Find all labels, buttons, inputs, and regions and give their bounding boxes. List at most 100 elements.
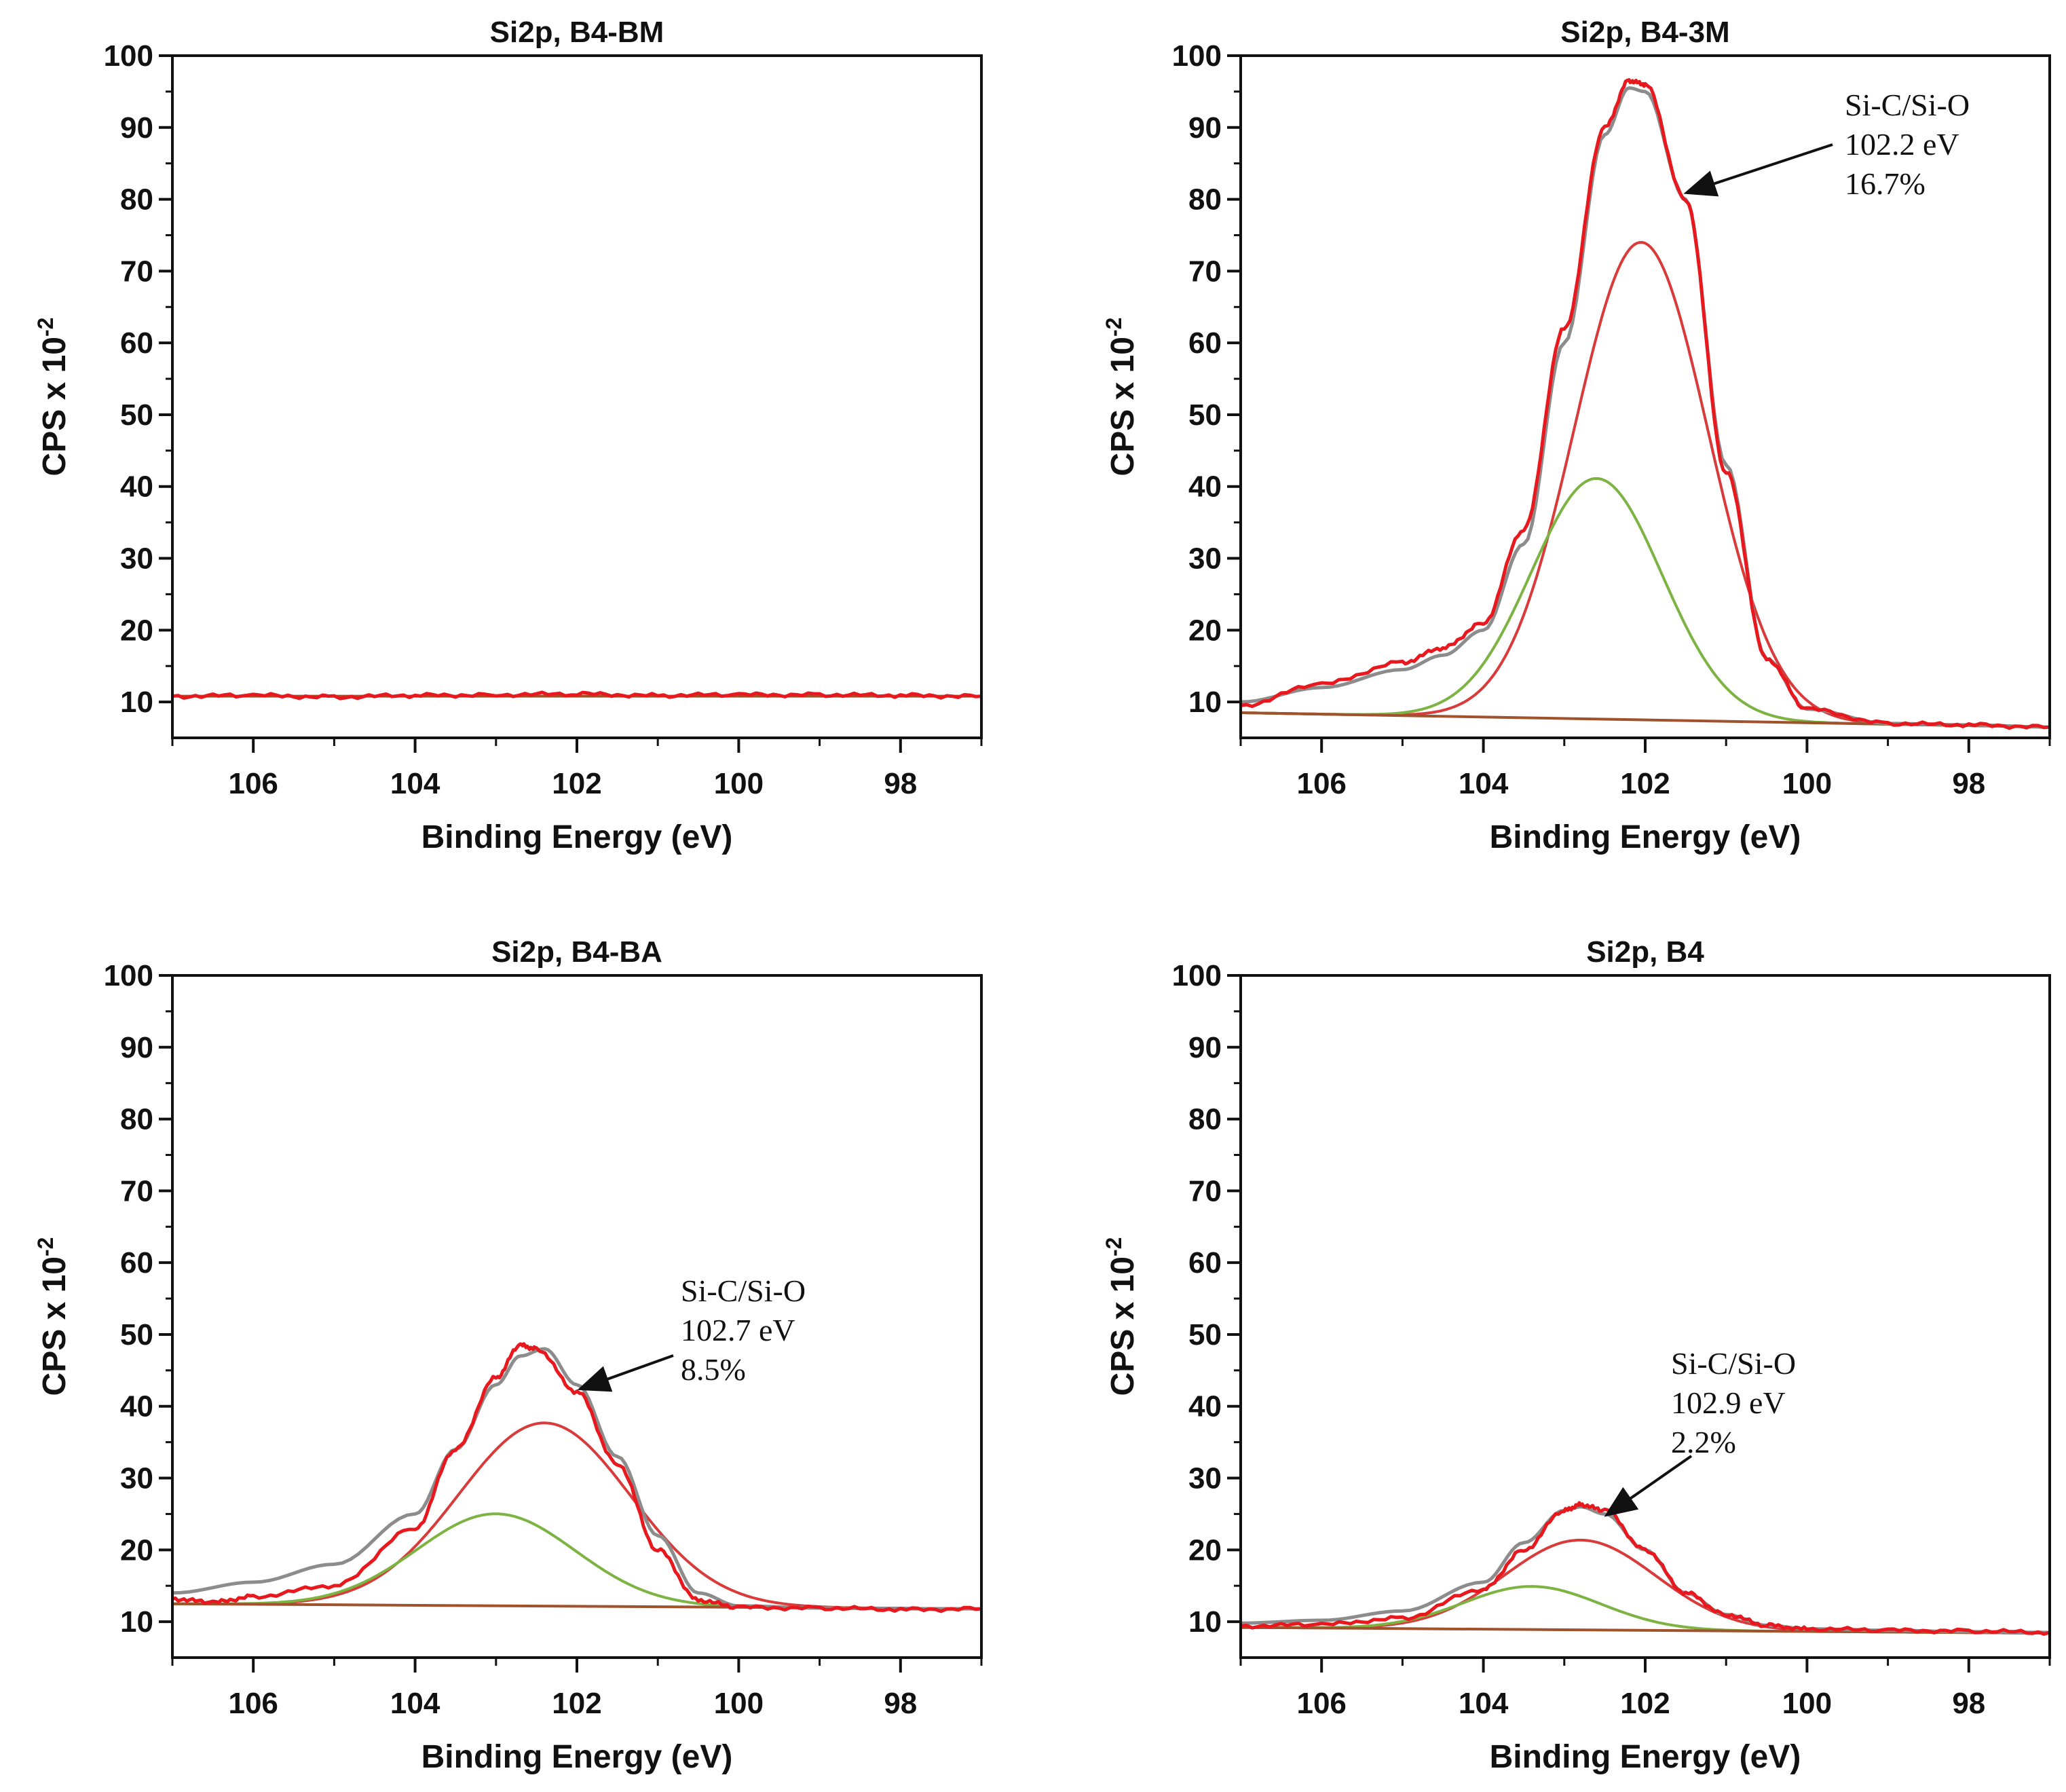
y-tick-label: 90: [1188, 111, 1222, 145]
y-tick-label: 10: [120, 686, 153, 719]
chart-title: Si2p, B4-BM: [490, 16, 664, 49]
y-axis-label-exponent: -2: [1102, 318, 1126, 337]
y-tick-label: 50: [120, 398, 153, 432]
y-tick-label: 30: [120, 1462, 153, 1495]
y-tick-label: 40: [120, 1390, 153, 1423]
annotation-line-1: Si-C/Si-O: [1845, 88, 1970, 122]
measured-line: [1240, 78, 2050, 730]
chart-title: Si2p, B4-BA: [491, 935, 662, 969]
annotation-line-2: 102.9 eV: [1671, 1385, 1786, 1420]
annotation-line-3: 16.7%: [1845, 166, 1926, 201]
y-tick-label: 80: [1188, 183, 1222, 217]
y-tick-label: 100: [1172, 959, 1222, 992]
x-tick-label: 100: [714, 767, 764, 800]
y-tick-label: 50: [1188, 398, 1222, 432]
x-tick-label: 102: [552, 767, 601, 800]
y-tick-label: 20: [120, 614, 153, 647]
chart-title: Si2p, B4-3M: [1560, 16, 1729, 49]
annotation-line-1: Si-C/Si-O: [1671, 1346, 1796, 1381]
x-tick-label: 106: [228, 767, 278, 800]
y-tick-label: 50: [120, 1318, 153, 1351]
x-tick-label: 106: [1296, 1687, 1346, 1720]
y-tick-label: 60: [1188, 326, 1222, 360]
x-tick-label: 102: [1620, 1687, 1670, 1720]
y-tick-label: 50: [1188, 1318, 1222, 1351]
y-tick-label: 30: [1188, 542, 1222, 576]
y-tick-label: 70: [1188, 1174, 1222, 1208]
y-axis-label-exponent: -2: [1102, 1237, 1126, 1256]
x-tick-label: 104: [1459, 767, 1509, 800]
y-tick-label: 20: [120, 1533, 153, 1567]
envelope-line: [1240, 86, 2050, 729]
annotation-arrow: [1604, 1455, 1693, 1517]
x-tick-label: 104: [1459, 1687, 1509, 1720]
panel-b4-3m: Si2p, B4-3M 10 20 30 40 50 60 70 80 90 100 106 104 1…: [1102, 16, 2051, 855]
y-tick-label: 30: [1188, 1462, 1222, 1495]
fit-component-1-line: [1241, 241, 2050, 729]
fit-component-2-line: [172, 1512, 982, 1611]
plot-frame: [1239, 974, 2051, 1659]
y-tick-label: 20: [1188, 1533, 1222, 1567]
y-tick-label: 40: [1188, 470, 1222, 504]
x-tick-label: 98: [884, 1687, 917, 1720]
y-tick-label: 20: [1188, 614, 1222, 647]
y-tick-label: 90: [120, 111, 153, 145]
x-tick-label: 104: [390, 767, 440, 800]
annotation-line-1: Si-C/Si-O: [681, 1273, 806, 1308]
y-tick-label: 100: [104, 39, 153, 73]
y-axis-label: CPS x 10-2: [1102, 318, 1141, 477]
panel-b4-bm: Si2p, B4-BM 10 20 30 40 50 60 70 80 90 100 106 104 1…: [33, 16, 983, 855]
y-tick-label: 100: [1172, 39, 1222, 73]
annotation-line-2: 102.2 eV: [1845, 127, 1959, 162]
y-tick-label: 90: [120, 1031, 153, 1064]
y-tick-label: 60: [1188, 1246, 1222, 1280]
annotation-line-2: 102.7 eV: [681, 1313, 795, 1347]
x-tick-label: 106: [228, 1687, 278, 1720]
annotation-arrow: [577, 1354, 674, 1392]
y-axis-label-exponent: -2: [33, 1237, 58, 1256]
y-tick-label: 40: [120, 470, 153, 504]
y-tick-label: 10: [1188, 1605, 1222, 1639]
y-tick-label: 10: [1188, 686, 1222, 719]
fit-component-2-line: [1241, 1585, 2050, 1635]
y-tick-label: 70: [120, 255, 153, 288]
x-tick-label: 100: [1782, 1687, 1832, 1720]
x-axis-label: Binding Energy (eV): [421, 819, 733, 855]
x-tick-label: 100: [714, 1687, 764, 1720]
fit-component-1-line: [172, 1421, 982, 1611]
y-tick-label: 70: [1188, 255, 1222, 288]
measured-line: [172, 690, 982, 701]
y-axis-label: CPS x 10-2: [33, 318, 73, 477]
y-axis-label: CPS x 10-2: [1102, 1237, 1141, 1396]
x-tick-label: 104: [390, 1687, 440, 1720]
fit-component-2-line: [1241, 477, 2050, 729]
y-tick-label: 30: [120, 542, 153, 576]
x-axis-label: Binding Energy (eV): [1490, 1739, 1801, 1775]
y-tick-label: 100: [104, 959, 153, 992]
panel-b4: Si2p, B4 10 20 30 40 50 60 70 80 90 100 106 104 102 1…: [1102, 935, 2051, 1775]
y-tick-label: 80: [1188, 1103, 1222, 1136]
x-tick-label: 98: [884, 767, 917, 800]
envelope-line: [172, 1347, 981, 1611]
y-tick-label: 80: [120, 1103, 153, 1136]
x-tick-label: 102: [1620, 767, 1670, 800]
annotation-line-3: 2.2%: [1671, 1425, 1736, 1459]
x-tick-label: 98: [1952, 767, 1985, 800]
x-axis-label: Binding Energy (eV): [1490, 819, 1801, 855]
x-tick-label: 98: [1952, 1687, 1985, 1720]
annotation-arrow: [1683, 143, 1833, 197]
measured-line: [1240, 1501, 2050, 1636]
y-tick-label: 40: [1188, 1390, 1222, 1423]
panel-b4-ba: Si2p, B4-BA 10 20 30 40 50 60 70 80 90 100 106 104 1…: [33, 935, 983, 1775]
y-tick-label: 90: [1188, 1031, 1222, 1064]
measured-line: [172, 1342, 982, 1613]
plot-frame: [171, 974, 983, 1659]
annotation-line-3: 8.5%: [681, 1352, 746, 1387]
y-axis-label: CPS x 10-2: [33, 1237, 73, 1396]
y-axis-label-exponent: -2: [33, 318, 58, 337]
y-tick-label: 60: [120, 1246, 153, 1280]
x-axis-label: Binding Energy (eV): [421, 1739, 733, 1775]
y-tick-label: 10: [120, 1605, 153, 1639]
x-tick-label: 106: [1296, 767, 1346, 800]
